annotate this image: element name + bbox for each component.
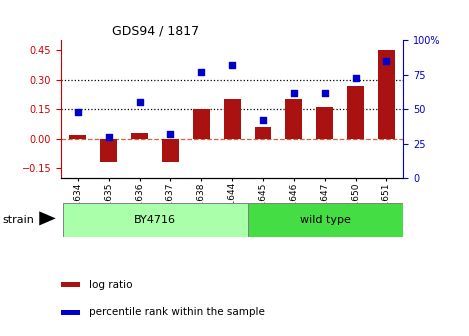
Point	[290, 90, 298, 95]
Text: wild type: wild type	[300, 215, 351, 225]
Text: log ratio: log ratio	[89, 280, 133, 290]
Bar	[162, 139, 179, 162]
Bar	[69, 135, 86, 139]
Point	[321, 90, 328, 95]
Bar	[100, 139, 117, 162]
Bar	[193, 109, 210, 139]
Bar	[61, 282, 80, 287]
Point	[136, 100, 144, 105]
Bar	[61, 310, 80, 315]
Text: GDS94 / 1817: GDS94 / 1817	[112, 25, 199, 38]
Bar	[347, 86, 364, 139]
Bar	[131, 133, 148, 139]
Point	[197, 69, 205, 75]
Bar	[378, 50, 395, 139]
Text: BY4716: BY4716	[134, 215, 176, 225]
Bar	[255, 127, 272, 139]
Bar	[316, 107, 333, 139]
Text: percentile rank within the sample: percentile rank within the sample	[89, 307, 265, 317]
Point	[259, 118, 267, 123]
Point	[74, 109, 82, 115]
Point	[352, 75, 359, 80]
Point	[105, 134, 113, 139]
Bar	[285, 99, 303, 139]
Polygon shape	[39, 211, 56, 225]
Text: strain: strain	[2, 215, 34, 225]
Bar	[62, 203, 248, 237]
Point	[228, 62, 236, 68]
Bar	[248, 203, 403, 237]
Point	[166, 131, 174, 137]
Bar	[224, 99, 241, 139]
Point	[383, 58, 390, 64]
